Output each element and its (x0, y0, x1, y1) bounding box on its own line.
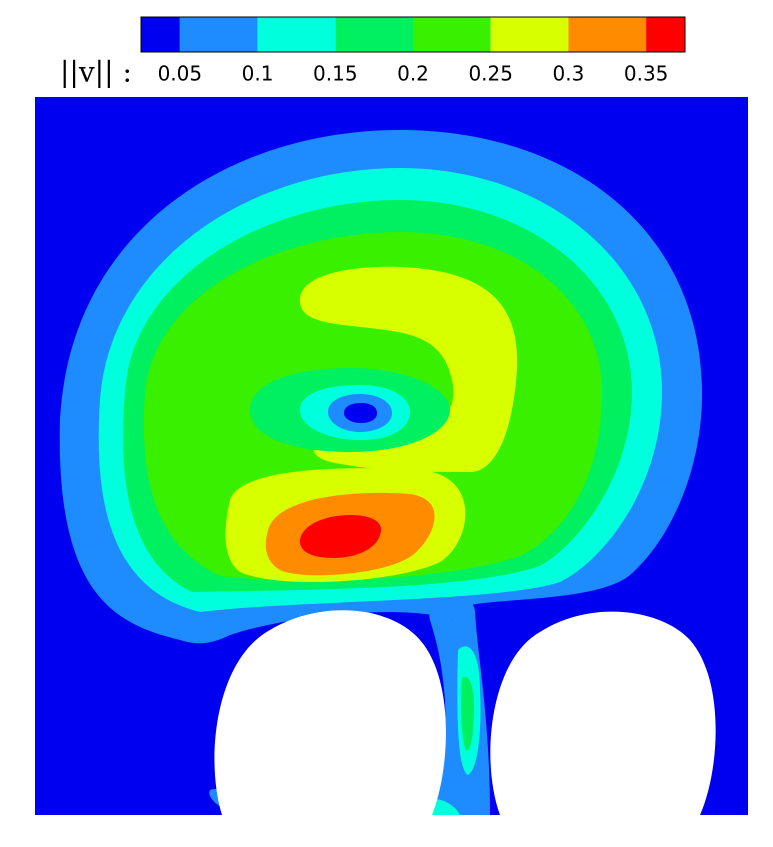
colorbar-segment (413, 17, 491, 52)
colorbar-segment (490, 17, 569, 52)
colorbar-segment (646, 17, 685, 52)
colorbar-segment (568, 17, 647, 52)
cylinder-left (214, 610, 446, 815)
colorbar: 0.05 0.1 0.15 0.2 0.25 0.3 0.35 (140, 16, 686, 86)
contour-region (300, 266, 518, 472)
colorbar-segment (141, 17, 180, 52)
colorbar-frame (140, 16, 686, 53)
colorbar-segment (257, 17, 336, 52)
colorbar-tick-label: 0.2 (397, 62, 429, 86)
colorbar-tick-label: 0.3 (553, 62, 585, 86)
colorbar-label: ||v|| : (60, 56, 132, 89)
colorbar-segment (179, 17, 258, 52)
colorbar-tick-label: 0.05 (158, 62, 203, 86)
contour-region (299, 515, 382, 558)
plot-area (35, 97, 748, 815)
colorbar-tick-label: 0.35 (624, 62, 669, 86)
contour-region (344, 403, 377, 423)
colorbar-tick-label: 0.1 (242, 62, 274, 86)
colorbar-segment (335, 17, 413, 52)
colorbar-tick-label: 0.15 (313, 62, 358, 86)
contour-region (461, 676, 475, 751)
colorbar-tick-label: 0.25 (468, 62, 513, 86)
cylinder-right (490, 611, 716, 815)
